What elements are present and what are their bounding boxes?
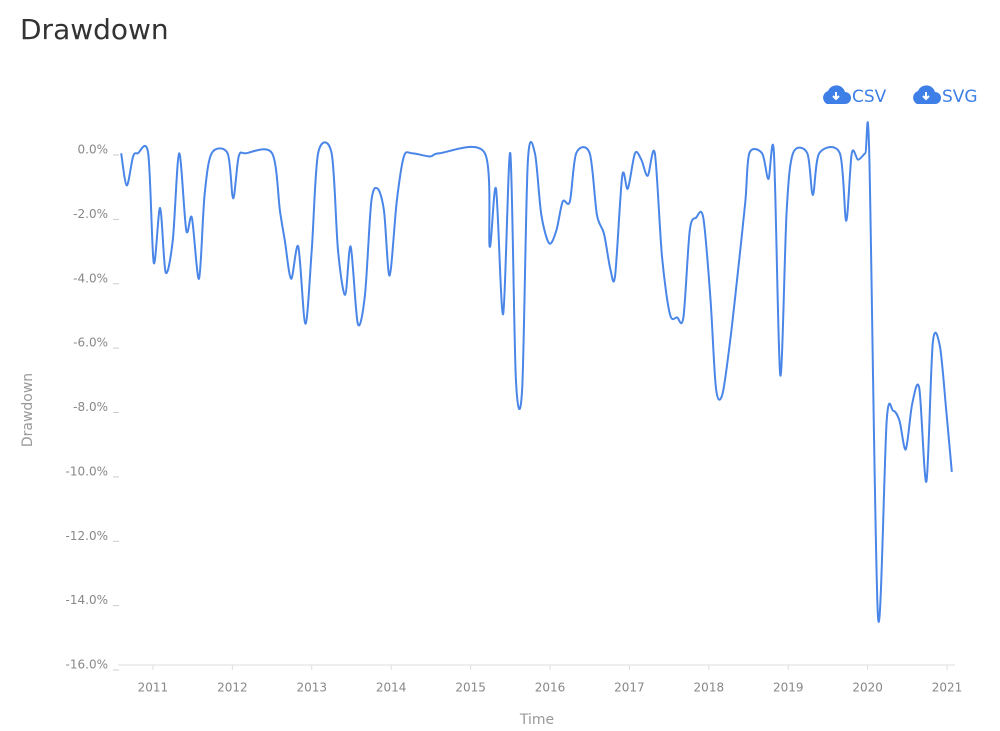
csv-button[interactable]: CSV <box>823 85 887 107</box>
x-tick-label: 2019 <box>773 681 804 695</box>
x-tick-label: 2020 <box>852 681 883 695</box>
y-tick-label: -14.0% <box>66 593 108 607</box>
y-tick-label: 0.0% <box>78 143 109 157</box>
x-tick-label: 2011 <box>138 681 169 695</box>
cloud-icon <box>913 85 941 104</box>
y-tick-label: -2.0% <box>73 207 108 221</box>
x-tick-label: 2015 <box>455 681 486 695</box>
x-tick-label: 2014 <box>376 681 407 695</box>
download-arrow <box>832 92 840 101</box>
x-tick-label: 2016 <box>535 681 566 695</box>
y-axis-title: Drawdown <box>20 373 36 447</box>
svg-button[interactable]: SVG <box>913 85 978 107</box>
y-tick-label: -16.0% <box>66 658 108 672</box>
x-tick-label: 2021 <box>932 681 963 695</box>
cloud-icon <box>823 85 851 104</box>
y-tick-label: -8.0% <box>73 400 108 414</box>
csv-label[interactable]: CSV <box>852 87 887 107</box>
page-title: Drawdown <box>20 13 169 46</box>
y-tick-label: -12.0% <box>66 529 108 543</box>
x-tick-label: 2017 <box>614 681 645 695</box>
drawdown-line <box>120 121 953 623</box>
svg-label[interactable]: SVG <box>942 87 978 107</box>
y-tick-label: -6.0% <box>73 336 108 350</box>
x-tick-label: 2018 <box>694 681 725 695</box>
x-axis-title: Time <box>519 712 554 728</box>
x-tick-label: 2013 <box>296 681 327 695</box>
x-tick-label: 2012 <box>217 681 248 695</box>
download-arrow <box>922 92 930 101</box>
y-tick-label: -10.0% <box>66 464 108 478</box>
y-tick-label: -4.0% <box>73 271 108 285</box>
